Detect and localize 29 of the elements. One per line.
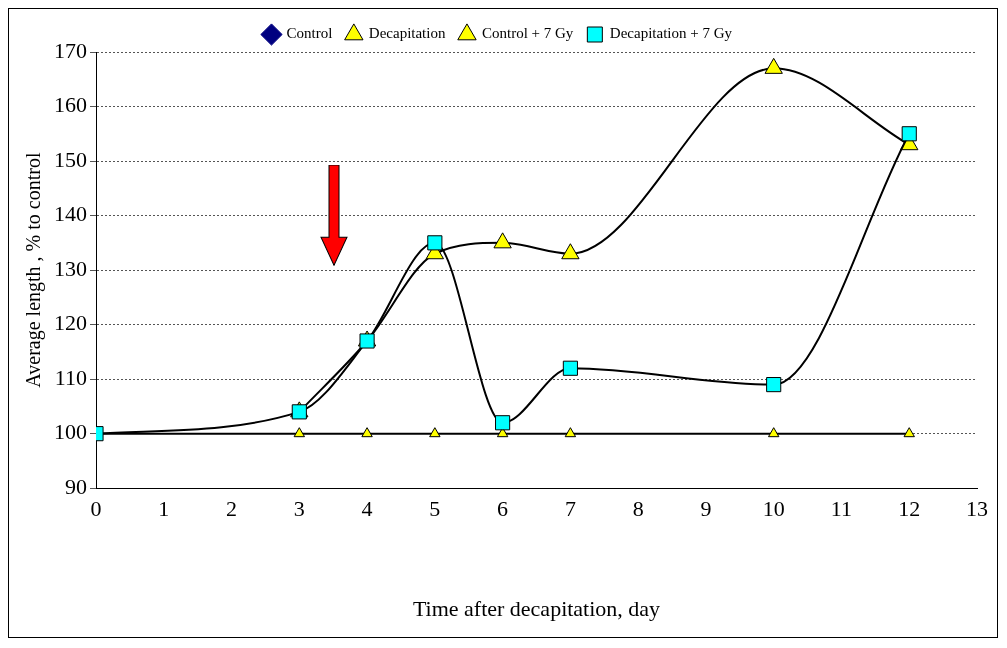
x-tick-label: 9: [700, 496, 712, 522]
x-tick-label: 3: [293, 496, 305, 522]
x-tick-label: 7: [564, 496, 576, 522]
y-tick-label: 120: [54, 310, 87, 336]
x-tick-label: 5: [429, 496, 441, 522]
x-tick-label: 4: [361, 496, 373, 522]
legend-label: Decapitation: [368, 25, 446, 42]
y-axis-title: Average length , % to control: [22, 152, 46, 388]
x-tick-label: 8: [632, 496, 644, 522]
y-tick-label: 150: [54, 146, 87, 172]
x-tick-label: 2: [226, 496, 238, 522]
x-tick-label: 10: [762, 496, 785, 522]
x-axis-title: Time after decapitation, day: [412, 595, 661, 621]
x-tick-label: 12: [898, 496, 921, 522]
x-tick-label: 11: [830, 496, 853, 522]
y-tick-label: 160: [54, 92, 87, 118]
x-tick-label: 13: [966, 496, 988, 522]
legend-label: Control + 7 Gy: [481, 25, 574, 42]
x-tick-label: 6: [497, 496, 509, 522]
y-tick-label: 130: [54, 255, 87, 281]
y-tick-label: 110: [54, 364, 87, 390]
y-tick-label: 170: [54, 37, 87, 63]
legend-label: Decapitation + 7 Gy: [609, 25, 733, 42]
y-tick-label: 140: [54, 201, 87, 227]
x-tick-label: 0: [90, 496, 102, 522]
legend-label: Control: [286, 25, 333, 42]
x-tick-label: 1: [158, 496, 170, 522]
y-tick-label: 100: [54, 419, 87, 445]
y-tick-label: 90: [65, 473, 87, 499]
